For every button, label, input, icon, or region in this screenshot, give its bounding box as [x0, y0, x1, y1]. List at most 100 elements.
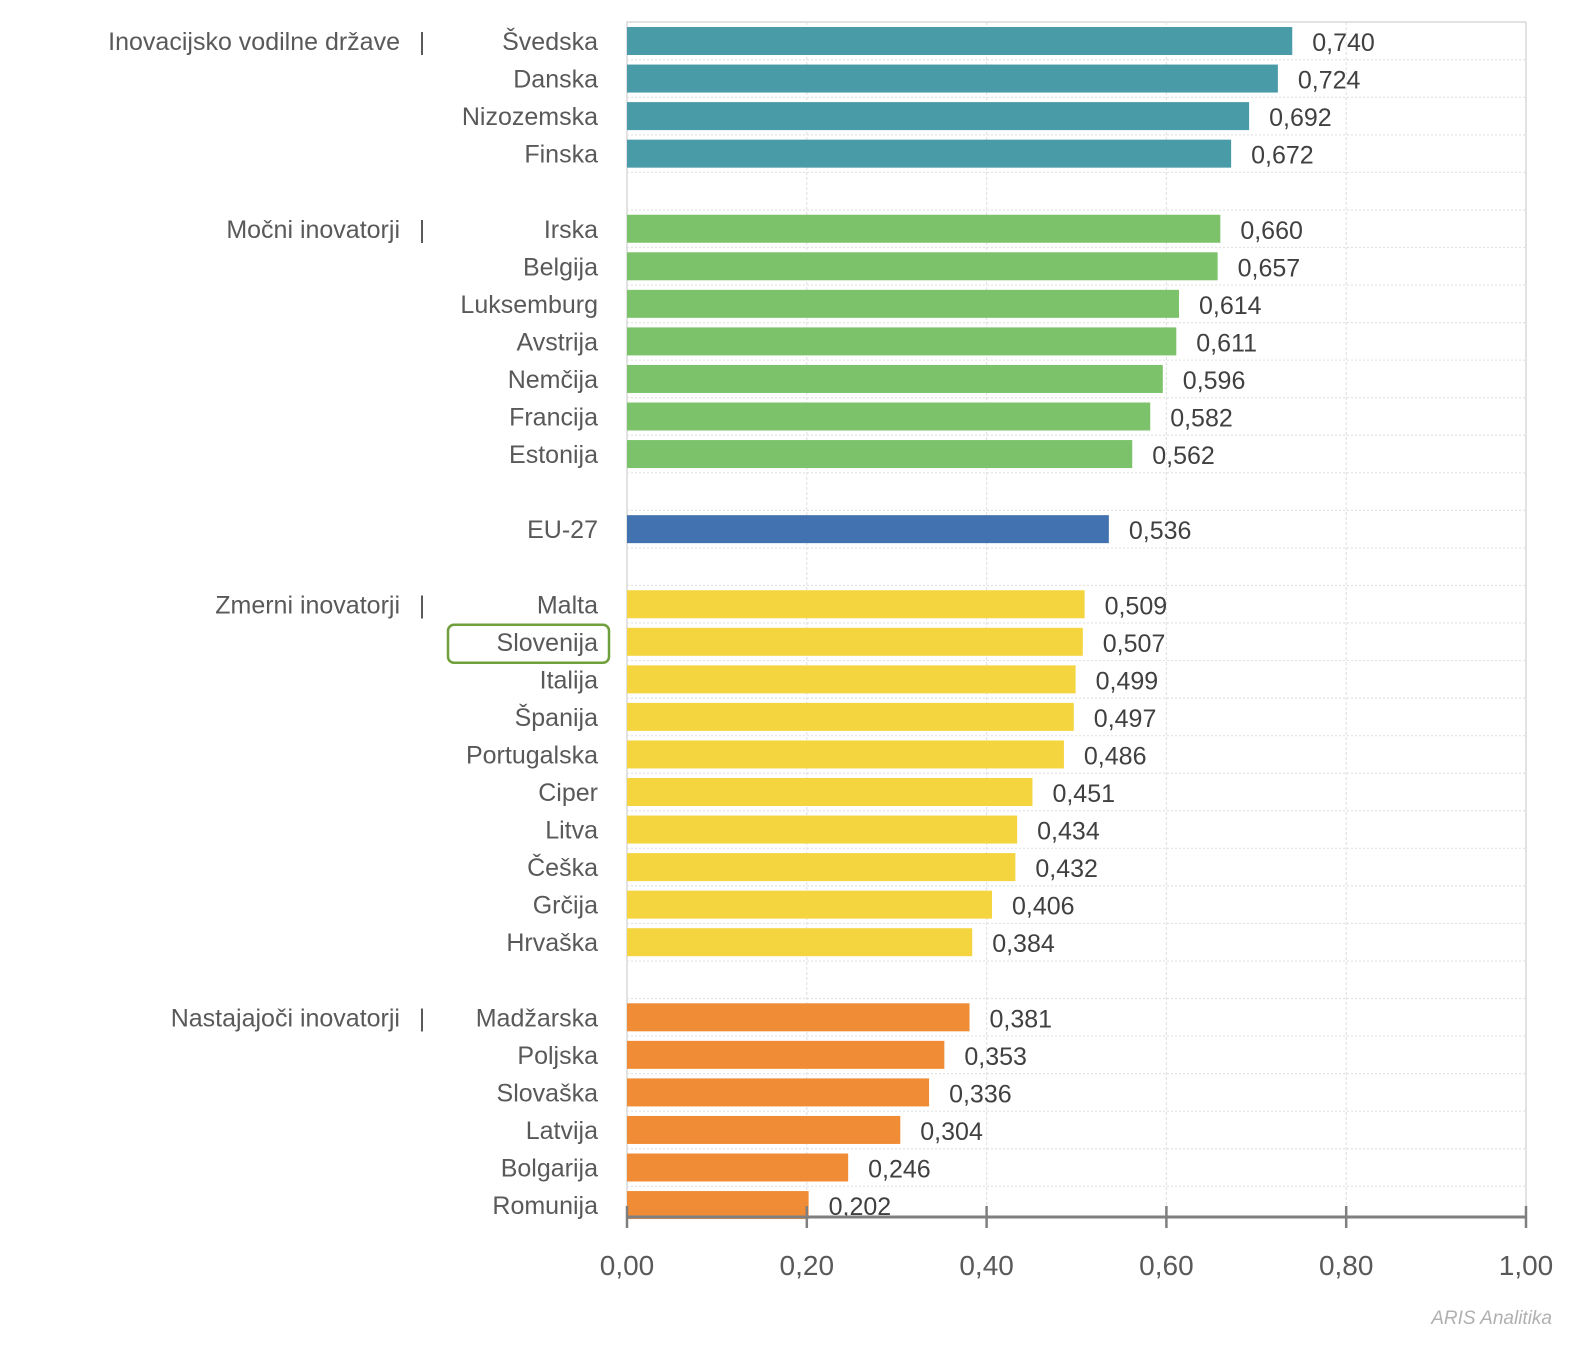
gridlines	[626, 21, 1527, 1218]
value-label: 0,451	[1052, 780, 1115, 808]
x-tick-label: 0,40	[959, 1250, 1014, 1281]
category-label: Belgija	[523, 253, 598, 281]
category-label: Hrvaška	[506, 929, 598, 957]
value-label: 0,724	[1298, 67, 1361, 95]
bar	[627, 139, 1232, 168]
x-tick-label: 0,20	[780, 1250, 835, 1281]
category-label: Portugalska	[466, 741, 598, 769]
value-label: 0,336	[949, 1080, 1012, 1108]
bar	[627, 252, 1218, 281]
bar	[627, 928, 973, 957]
category-label: Bolgarija	[501, 1155, 598, 1183]
category-label: Švedska	[502, 27, 598, 56]
value-label: 0,353	[964, 1043, 1027, 1071]
bar	[627, 890, 992, 919]
bar	[627, 327, 1177, 356]
value-label: 0,246	[868, 1156, 931, 1184]
bar	[627, 1040, 945, 1069]
bar	[627, 702, 1074, 731]
category-label: Irska	[544, 216, 598, 244]
category-label: Ciper	[538, 779, 598, 807]
category-label: Finska	[524, 141, 598, 169]
bars	[627, 27, 1293, 1220]
group-label: Močni inovatorji	[226, 216, 400, 244]
category-label: Nizozemska	[462, 103, 598, 131]
group-separator: |	[419, 28, 426, 56]
bar	[627, 1191, 809, 1220]
category-label: Estonija	[509, 441, 598, 469]
category-label: Poljska	[517, 1042, 598, 1070]
category-label: Nemčija	[508, 366, 598, 394]
category-label: Francija	[509, 404, 598, 432]
value-label: 0,497	[1094, 705, 1157, 733]
bar	[627, 778, 1033, 806]
group-label: Zmerni inovatorji	[215, 591, 400, 619]
group-label: Inovacijsko vodilne države	[108, 28, 400, 56]
bar	[627, 1115, 901, 1144]
watermark: ARIS Analitika	[1430, 1308, 1552, 1329]
highlight-box	[446, 623, 611, 665]
x-tick-label: 0,80	[1319, 1250, 1374, 1281]
value-label: 0,562	[1152, 442, 1215, 470]
bar	[627, 590, 1085, 619]
x-tick-label: 0,00	[600, 1250, 655, 1281]
category-label: EU-27	[527, 516, 598, 544]
bar	[627, 64, 1278, 93]
value-label: 0,536	[1129, 517, 1192, 545]
bar	[627, 214, 1221, 243]
group-labels: Inovacijsko vodilne države | Močni inovato…	[108, 28, 425, 1032]
category-label: Malta	[537, 591, 598, 619]
value-label: 0,384	[992, 930, 1055, 958]
group-separator: |	[419, 216, 426, 244]
value-labels: 0,740 0,724 0,692 0,672 0,660 0,657 0,614 0,611…	[829, 29, 1375, 1221]
category-label: Latvija	[526, 1117, 598, 1145]
bar	[627, 1078, 930, 1107]
value-label: 0,381	[990, 1005, 1053, 1033]
category-label: Slovenija	[497, 629, 599, 657]
bar	[627, 1153, 849, 1182]
group-label: Nastajajoči inovatorji	[171, 1004, 400, 1032]
value-label: 0,432	[1035, 855, 1098, 883]
category-label: Avstrija	[516, 328, 598, 356]
bar	[627, 440, 1133, 469]
category-label: Madžarska	[476, 1004, 598, 1032]
category-labels: Švedska Danska Nizozemska Finska Irska Belgij…	[446, 27, 611, 1220]
value-label: 0,611	[1196, 329, 1257, 357]
value-label: 0,672	[1251, 142, 1314, 170]
category-label: Danska	[513, 66, 598, 94]
bar	[627, 27, 1293, 55]
plot-area-border	[626, 21, 1527, 1218]
value-label: 0,304	[920, 1118, 983, 1146]
value-label: 0,486	[1084, 742, 1147, 770]
bar	[627, 740, 1064, 769]
value-label: 0,692	[1269, 104, 1332, 132]
group-separator: |	[419, 1004, 426, 1032]
bar	[627, 402, 1151, 431]
category-label: Grčija	[533, 892, 598, 920]
value-label: 0,614	[1199, 292, 1262, 320]
bar	[627, 364, 1163, 393]
value-label: 0,582	[1170, 405, 1233, 433]
bar	[627, 627, 1083, 656]
bar	[627, 853, 1016, 882]
category-label: Romunija	[492, 1192, 598, 1220]
value-label: 0,596	[1183, 367, 1246, 395]
value-label: 0,406	[1012, 893, 1075, 921]
value-label: 0,660	[1240, 217, 1303, 245]
value-label: 0,740	[1312, 29, 1375, 57]
value-label: 0,657	[1238, 254, 1301, 282]
bar	[627, 1003, 970, 1032]
value-label: 0,509	[1105, 592, 1168, 620]
bar	[627, 102, 1250, 131]
category-label: Slovaška	[497, 1079, 599, 1107]
bar	[627, 665, 1076, 694]
x-tick-label: 0,60	[1139, 1250, 1194, 1281]
bar	[627, 515, 1109, 544]
value-label: 0,507	[1103, 630, 1166, 658]
value-label: 0,434	[1037, 818, 1100, 846]
bar	[627, 289, 1179, 318]
category-label: Španija	[515, 703, 598, 732]
value-label: 0,499	[1096, 667, 1159, 695]
category-label: Litva	[545, 817, 598, 845]
x-tick-label: 1,00	[1499, 1250, 1554, 1281]
